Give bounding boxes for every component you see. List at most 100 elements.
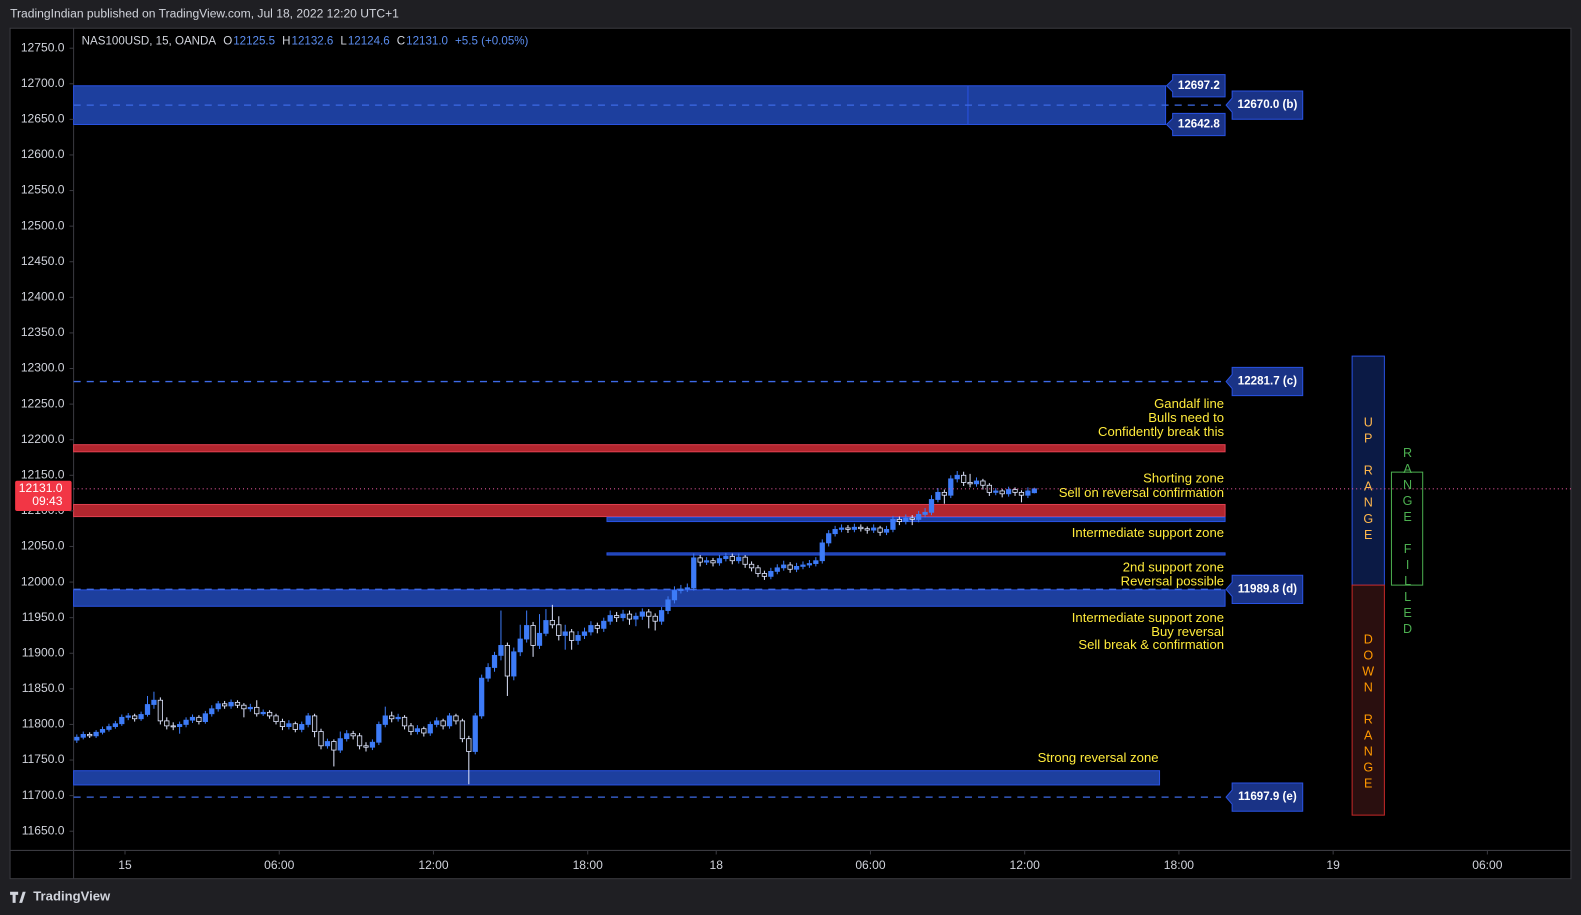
annotation: Gandalf line [1154, 396, 1224, 411]
candle-body [761, 573, 768, 577]
candle-body [382, 715, 388, 725]
candle-body [260, 711, 266, 715]
candle-body [189, 716, 196, 721]
range-label: UP RANGE [1361, 416, 1375, 544]
candle-body [498, 645, 504, 656]
candle-body [80, 734, 86, 738]
candle-body [973, 480, 980, 485]
candle-body [633, 615, 639, 620]
zone [73, 444, 1226, 453]
candle-body [736, 556, 742, 562]
level-label: 12281.7 (c) [1238, 376, 1297, 388]
candle-body [202, 713, 208, 722]
legend-key: H [282, 35, 290, 47]
candle-body [710, 560, 716, 564]
level-tag [1225, 90, 1304, 120]
candle-body [286, 723, 292, 727]
candle-body [999, 490, 1005, 495]
candle-body [652, 615, 658, 622]
candle-body [858, 526, 864, 530]
y-tick-label: 12050.0 [21, 539, 65, 553]
y-tick-label: 12500.0 [21, 218, 65, 232]
candle-body [581, 631, 588, 636]
candle-body [742, 556, 748, 565]
candle-body [851, 526, 858, 530]
candle-body [1031, 488, 1037, 494]
zone [606, 552, 1226, 556]
annotation: Confidently break this [1098, 424, 1224, 439]
candle-body [928, 499, 935, 513]
candle-body [903, 517, 909, 522]
candle-body [241, 704, 247, 710]
candle-body [453, 715, 459, 722]
zone [73, 770, 1161, 786]
y-tick-label: 12350.0 [21, 325, 65, 339]
candle-body [800, 564, 806, 567]
y-tick-label: 12200.0 [21, 432, 65, 446]
candle-body [164, 720, 170, 727]
candle-body [549, 620, 555, 626]
y-tick-label: 11800.0 [22, 717, 65, 731]
level-label: 11989.8 (d) [1238, 583, 1297, 595]
candle-body [922, 511, 928, 515]
candle-body [228, 701, 234, 707]
candle-body [755, 567, 761, 574]
candle-body [729, 556, 735, 562]
candle-body [1018, 491, 1025, 496]
zone-edge-tag [1165, 74, 1226, 98]
candle-body [369, 741, 376, 748]
zones [73, 74, 1304, 812]
candle-body [588, 625, 594, 633]
candle-body [389, 715, 395, 720]
down-range-box [1351, 584, 1385, 816]
range-label: RANGE FILLED [1401, 446, 1415, 638]
annotation: Buy reversal [1151, 624, 1224, 639]
candle-body [594, 625, 600, 629]
y-tick-label: 12000.0 [21, 574, 65, 588]
legend-change: +5.5 (+0.05%) [455, 35, 529, 47]
candle-body [819, 542, 825, 562]
candle-body [1012, 489, 1018, 493]
range-label: DOWN RANGE [1361, 633, 1375, 793]
candle-body [980, 480, 986, 486]
footer-brand: TradingView [33, 888, 111, 903]
candle-body [434, 720, 440, 725]
candle-body [806, 563, 813, 566]
candle-body [305, 715, 311, 725]
candle-body [138, 714, 144, 720]
candle-body [935, 491, 941, 500]
level-label: 11697.9 (e) [1238, 791, 1297, 803]
legend-value: 12131.0 [406, 35, 448, 47]
candle-body [614, 615, 620, 619]
candle-body [896, 519, 902, 522]
chart-frame [9, 27, 1572, 880]
candles [73, 471, 1571, 785]
candle-body [601, 620, 607, 629]
candle-body [157, 699, 163, 722]
candle-body [684, 587, 690, 590]
candle-body [883, 528, 890, 533]
candle-body [536, 632, 543, 646]
legend: NAS100USD, 15, OANDA O12125.5 H12132.6 L121… [82, 35, 529, 47]
y-tick-label: 12700.0 [21, 76, 65, 90]
candle-body [909, 517, 915, 520]
candle-body [703, 560, 710, 563]
candle-body [556, 624, 562, 636]
candle-body [222, 703, 228, 707]
candle-body [479, 677, 485, 717]
candle-body [324, 741, 331, 747]
candle-body [177, 724, 183, 727]
candle-body [119, 716, 125, 725]
published-note: TradingIndian published on TradingView.c… [10, 6, 399, 20]
x-tick-label: 18:00 [1164, 858, 1195, 872]
y-tick-label: 11900.0 [22, 645, 65, 659]
candle-body [331, 741, 337, 751]
candle-body [748, 563, 755, 569]
annotation: 2nd support zone [1123, 559, 1224, 574]
level-tag [1225, 782, 1304, 812]
annotation: Shorting zone [1143, 471, 1224, 486]
candle-body [890, 519, 896, 530]
x-tick-label: 15 [118, 858, 132, 872]
candle-body [691, 557, 697, 589]
